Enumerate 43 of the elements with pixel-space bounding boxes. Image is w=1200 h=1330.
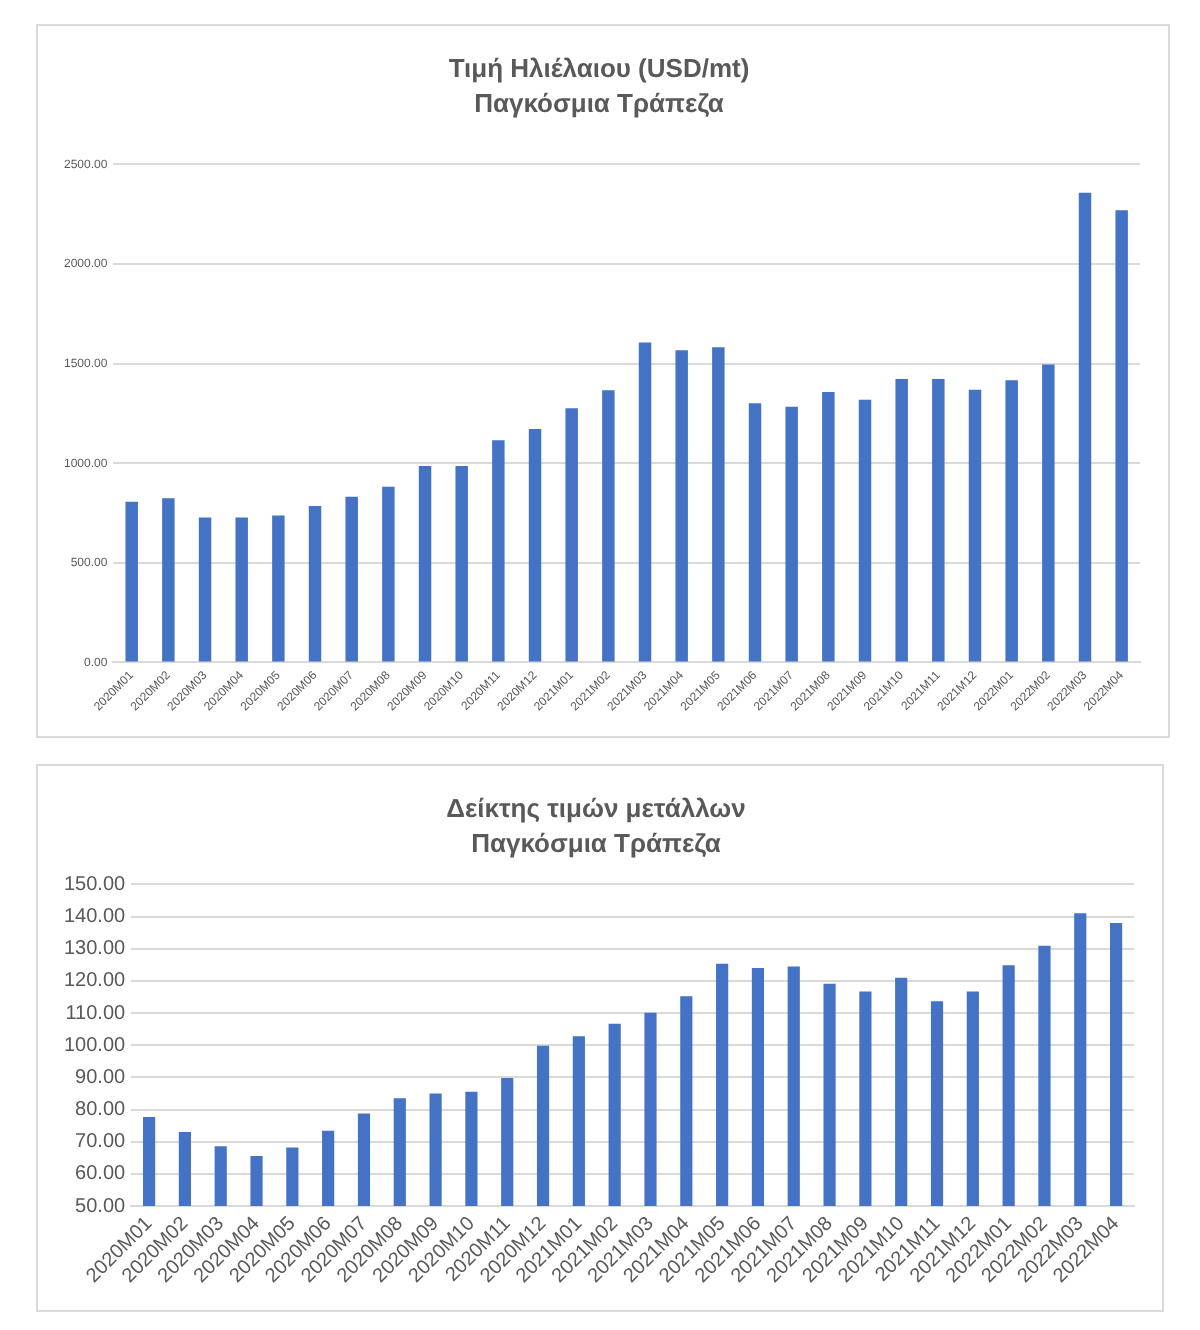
bar [785, 406, 798, 662]
bar [932, 378, 945, 662]
bar [418, 466, 432, 662]
y-tick-label: 150.00 [63, 873, 127, 896]
bar [455, 466, 468, 662]
bar [198, 517, 212, 662]
y-tick-label: 110.00 [65, 1002, 127, 1025]
bar [858, 399, 872, 662]
bar [638, 342, 652, 662]
chart-subtitle: Παγκόσμια Τράπεζα [471, 827, 721, 858]
bar [125, 501, 138, 662]
bar [1078, 192, 1092, 662]
y-tick-label: 140.00 [63, 906, 127, 929]
bar [968, 389, 982, 662]
bar [602, 390, 615, 662]
y-tick-label: 50.00 [75, 1195, 127, 1218]
bar [712, 347, 725, 662]
bar [1115, 210, 1128, 662]
bar [272, 515, 285, 662]
y-tick-label: 70.00 [75, 1131, 127, 1154]
y-tick-label: 120.00 [63, 970, 127, 993]
chart-title: Τιμή Ηλιέλαιου (USD/mt) [448, 52, 750, 83]
bar [895, 378, 908, 662]
y-tick-label: 100.00 [63, 1034, 127, 1057]
y-tick-label: 130.00 [63, 938, 127, 961]
chart-title: Δείκτης τιμών μετάλλων [446, 792, 746, 823]
bar [565, 408, 578, 662]
bar [748, 403, 762, 662]
bar [235, 517, 248, 662]
bar [162, 498, 175, 662]
chart-subtitle: Παγκόσμια Τράπεζα [474, 87, 724, 118]
y-tick-label: 80.00 [75, 1099, 127, 1122]
bar [675, 350, 688, 662]
y-tick-label: 90.00 [75, 1066, 127, 1089]
y-tick-label: 60.00 [75, 1163, 127, 1186]
bar [382, 486, 395, 662]
bar [492, 440, 505, 662]
bar [345, 496, 358, 662]
bar [1005, 380, 1018, 662]
bar [528, 428, 542, 662]
bar [308, 506, 322, 662]
bar [1042, 364, 1055, 662]
bar [822, 391, 835, 662]
